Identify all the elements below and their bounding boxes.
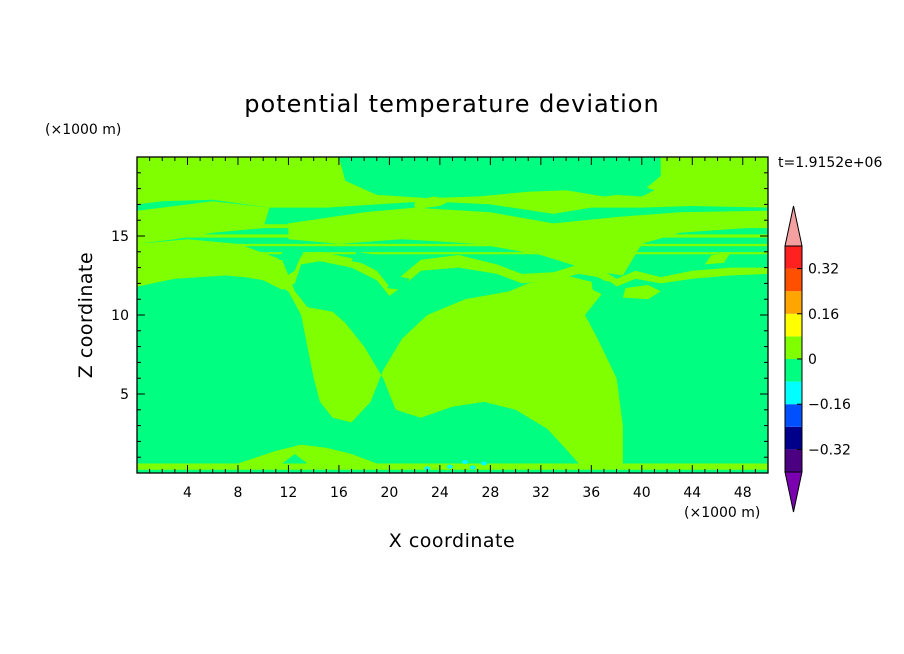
x-tick-label: 28 xyxy=(481,485,499,501)
x-tick-label: 32 xyxy=(532,485,550,501)
y-axis-label: Z coordinate xyxy=(75,252,97,378)
contour-region-13 xyxy=(736,188,748,205)
x-tick-label: 12 xyxy=(280,485,298,501)
cold-spot-2 xyxy=(469,465,476,470)
colorbar-over-arrow xyxy=(784,205,803,247)
contour-region-17 xyxy=(351,251,377,265)
colorbar-swatch xyxy=(785,313,802,337)
x-tick-label: 48 xyxy=(734,485,752,501)
colorbar-tick-label: −0.16 xyxy=(808,397,851,413)
contour-region-5 xyxy=(137,251,768,296)
x-tick-label: 16 xyxy=(330,485,348,501)
y-axis-unit: (×1000 m) xyxy=(45,122,121,138)
y-tick-label: 5 xyxy=(120,387,129,403)
colorbar-under-arrow xyxy=(784,471,803,513)
contour-region-8 xyxy=(137,243,768,247)
contour-region-14 xyxy=(622,285,661,300)
contour-region-9 xyxy=(137,252,768,255)
y-tick-label: 15 xyxy=(111,229,129,245)
colorbar-swatch xyxy=(785,246,802,269)
x-axis-unit: (×1000 m) xyxy=(684,505,760,521)
x-axis-ticks: 4 8 12 16 20 24 28 32 36 40 44 48 xyxy=(149,157,756,501)
contour-region-1 xyxy=(137,239,623,464)
x-tick-label: 40 xyxy=(633,485,651,501)
colorbar-tick-label: −0.32 xyxy=(808,442,851,458)
cold-spots xyxy=(424,459,488,471)
colorbar-swatch xyxy=(785,449,802,472)
cold-spot-3 xyxy=(481,461,488,466)
colorbar-tick-label: 0.16 xyxy=(808,307,839,323)
y-tick-label: 10 xyxy=(111,308,129,324)
cold-spot-1 xyxy=(462,459,469,464)
colorbar-swatch xyxy=(785,291,802,314)
contour-region-16 xyxy=(386,275,410,290)
colorbar-swatch xyxy=(785,381,802,405)
contour-region-12 xyxy=(704,253,731,265)
colorbar-swatch xyxy=(785,268,802,292)
contour-region-11 xyxy=(414,196,453,210)
contour-regions xyxy=(137,157,768,470)
cold-spot-0 xyxy=(446,464,453,469)
colorbar: 0.32 0.16 0 −0.16 −0.32 xyxy=(784,205,851,513)
contour-region-6 xyxy=(137,224,768,229)
colorbar-swatch xyxy=(785,359,802,382)
colorbar-tick-label: 0.32 xyxy=(808,262,839,278)
cold-spot-4 xyxy=(424,466,431,471)
time-label: t=1.9152e+06 xyxy=(778,155,882,171)
x-tick-label: 44 xyxy=(683,485,701,501)
x-tick-label: 36 xyxy=(582,485,600,501)
x-tick-label: 4 xyxy=(183,485,192,501)
x-tick-label: 20 xyxy=(380,485,398,501)
x-tick-label: 24 xyxy=(431,485,449,501)
colorbar-swatch xyxy=(785,426,802,450)
contour-region-7 xyxy=(137,234,768,238)
contour-region-18 xyxy=(278,250,304,262)
contour-region-10 xyxy=(238,444,377,464)
plot-area xyxy=(137,157,768,473)
contour-region-3 xyxy=(137,201,270,244)
contour-region-4 xyxy=(137,157,768,214)
colorbar-swatch xyxy=(785,336,802,359)
contour-region-15 xyxy=(591,278,620,298)
x-tick-label: 8 xyxy=(233,485,242,501)
x-axis-label: X coordinate xyxy=(389,530,515,552)
chart-title: potential temperature deviation xyxy=(244,90,659,118)
colorbar-tick-label: 0 xyxy=(808,352,817,368)
y-axis-ticks: 5 10 15 xyxy=(111,172,768,458)
contour-region-19 xyxy=(616,183,655,197)
colorbar-swatch xyxy=(785,404,802,427)
